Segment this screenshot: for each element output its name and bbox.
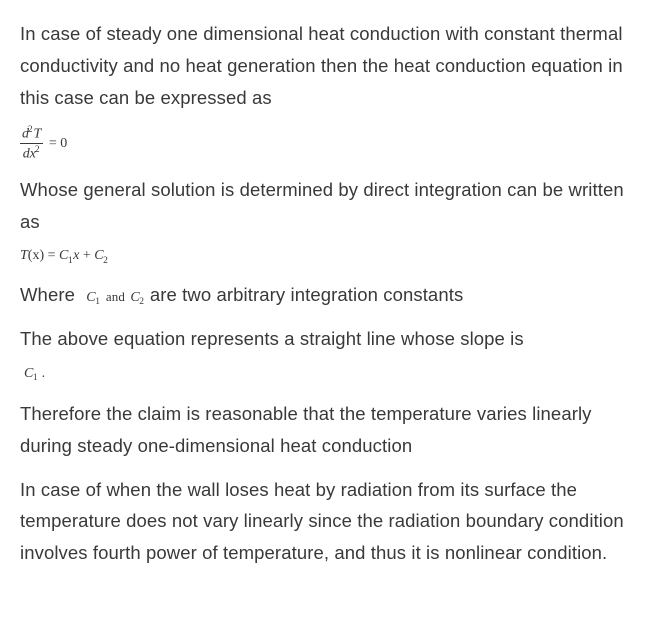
equation-general-solution: T(x) = C1x + C2 [20, 249, 645, 266]
p3-C1-sub: 1 [95, 297, 100, 307]
eq2-eq: = [44, 248, 59, 263]
c1-dot: . [38, 366, 45, 381]
p3-prefix: Where [20, 284, 80, 305]
eq1-den-exp: 2 [35, 144, 40, 154]
equation-slope-c1: C1 . [24, 367, 645, 384]
paragraph-intro: In case of steady one dimensional heat c… [20, 18, 645, 113]
eq2-plus: + [79, 248, 94, 263]
document-page: In case of steady one dimensional heat c… [0, 0, 663, 643]
c1-C: C [24, 366, 33, 381]
eq1-den-d: d [23, 147, 30, 162]
eq2-xparen: (x) [28, 248, 44, 263]
paragraph-radiation: In case of when the wall loses heat by r… [20, 474, 645, 569]
p3-C2-sub: 2 [139, 297, 144, 307]
eq1-num-exp: 2 [28, 124, 33, 134]
eq1-rhs: = 0 [47, 137, 67, 151]
paragraph-claim: Therefore the claim is reasonable that t… [20, 398, 645, 462]
p3-suffix: are two arbitrary integration constants [150, 284, 463, 305]
eq2-C1: C [59, 248, 68, 263]
eq2-C2-sub: 2 [103, 256, 108, 266]
paragraph-general-solution: Whose general solution is determined by … [20, 174, 645, 238]
fraction-d2T-dx2: d2T dx2 [20, 125, 43, 161]
paragraph-straight-line: The above equation represents a straight… [20, 323, 645, 355]
eq2-T: T [20, 248, 28, 263]
paragraph-where-constants: Where C1 and C2 are two arbitrary integr… [20, 279, 645, 311]
c1-sub: 1 [33, 373, 38, 383]
p3-and: and [101, 289, 131, 304]
equation-heat-conduction: d2T dx2 = 0 [20, 125, 645, 161]
eq1-num-T: T [34, 127, 42, 142]
eq2-C1-sub: 1 [68, 256, 73, 266]
